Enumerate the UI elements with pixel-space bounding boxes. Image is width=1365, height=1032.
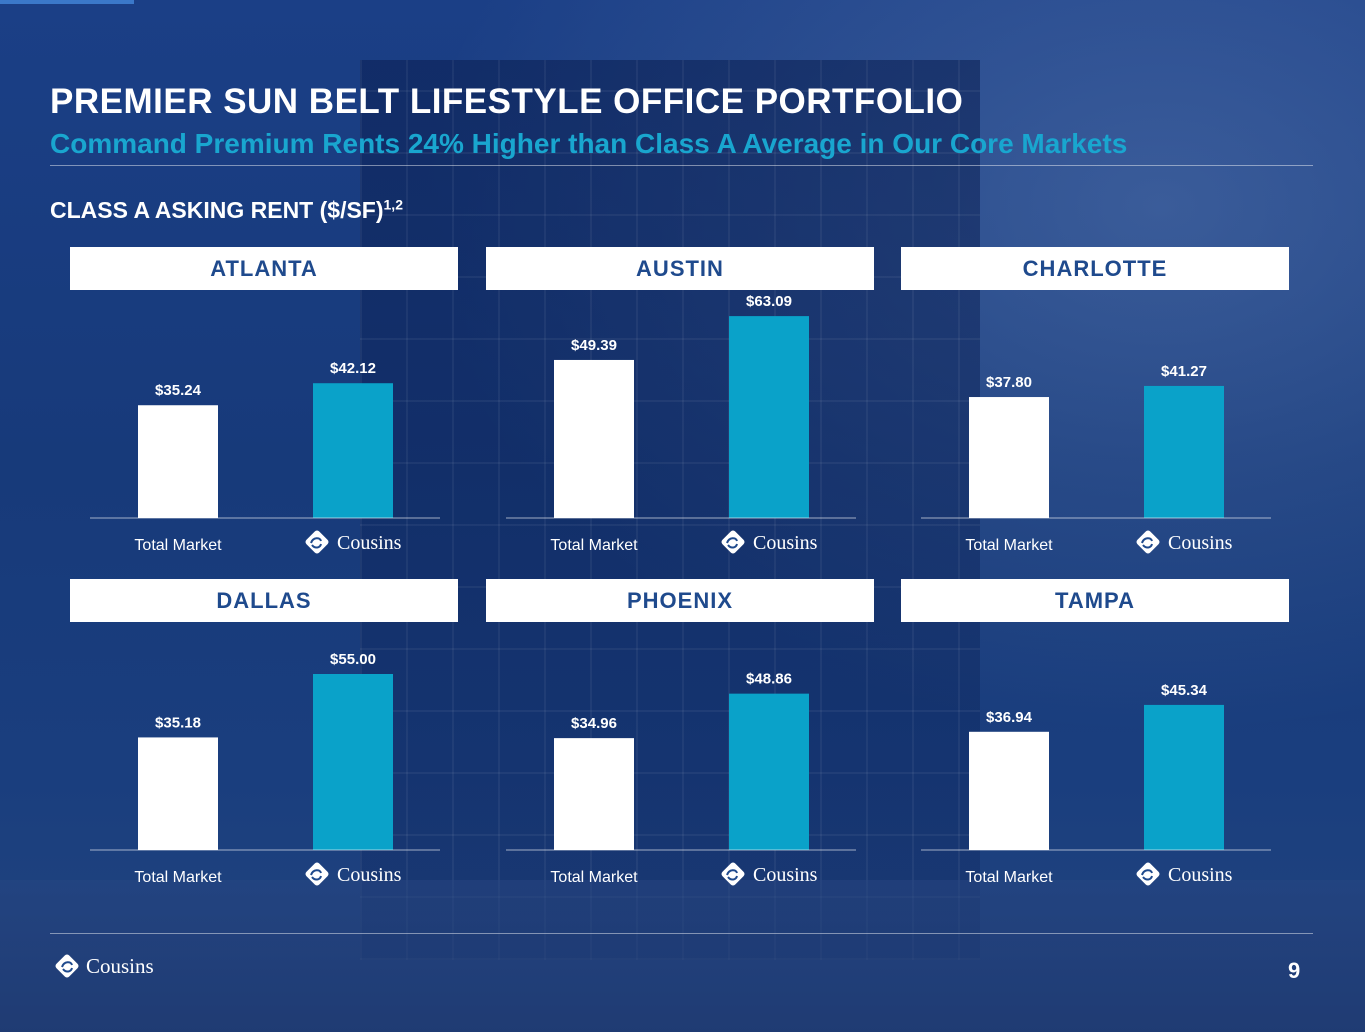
bar-value-label: $48.86	[746, 671, 792, 688]
category-label: Cousins	[1168, 864, 1233, 886]
cousins-logo-icon	[1136, 530, 1160, 554]
bar	[138, 737, 218, 850]
bar	[1144, 385, 1224, 518]
chart-title: AUSTIN	[486, 247, 874, 290]
bar-chart-tampa: $36.94 $45.34 Total Market Cousins	[921, 682, 1271, 886]
chart-panel-phoenix: PHOENIX $34.96 $48.86 Total Market Cousins	[486, 579, 876, 889]
category-label: Cousins	[337, 532, 402, 554]
bar	[313, 383, 393, 518]
bar-value-label: $35.24	[155, 382, 202, 399]
cousins-logo: Cousins	[305, 530, 402, 554]
page-subtitle: Command Premium Rents 24% Higher than Cl…	[50, 128, 1128, 159]
bar-value-label: $45.34	[1161, 682, 1208, 699]
cousins-logo-mark	[310, 537, 322, 549]
category-label: Cousins	[753, 864, 818, 886]
cousins-logo: Cousins	[721, 530, 818, 554]
bar-value-label: $36.94	[986, 709, 1033, 726]
category-label: Total Market	[134, 869, 222, 886]
category-label: Cousins	[753, 532, 818, 554]
cousins-logo-mark	[726, 537, 738, 549]
cousins-logo-mark	[1141, 869, 1153, 881]
chart-panel-tampa: TAMPA $36.94 $45.34 Total Market Cousins	[901, 579, 1291, 889]
bar-chart-atlanta: $35.24 $42.12 Total Market Cousins	[90, 360, 440, 554]
cousins-logo: Cousins	[305, 862, 402, 886]
chart-title: ATLANTA	[70, 247, 458, 290]
section-heading-text: CLASS A ASKING RENT ($/SF)	[50, 197, 384, 223]
chart-title: DALLAS	[70, 579, 458, 622]
cousins-logo-mark	[726, 869, 738, 881]
cousins-logo-icon	[1136, 862, 1160, 886]
cousins-logo-icon	[721, 530, 745, 554]
bar-value-label: $34.96	[571, 715, 617, 732]
bar-value-label: $42.12	[330, 360, 376, 377]
category-label: Total Market	[965, 537, 1053, 554]
bar	[554, 359, 634, 518]
category-label: Total Market	[965, 869, 1053, 886]
bar-value-label: $63.09	[746, 293, 792, 310]
chart-panel-austin: AUSTIN $49.39 $63.09 Total Market Cousins	[486, 247, 876, 557]
bar	[1144, 704, 1224, 850]
bar	[729, 693, 809, 850]
category-label: Total Market	[550, 537, 638, 554]
bar	[554, 738, 634, 850]
category-label: Total Market	[550, 869, 638, 886]
background-plaza	[0, 880, 1365, 1032]
category-label: Cousins	[337, 864, 402, 886]
chart-panel-atlanta: ATLANTA $35.24 $42.12 Total Market Cousins	[70, 247, 460, 557]
bar	[729, 316, 809, 518]
cousins-logo-icon	[721, 862, 745, 886]
category-label: Total Market	[134, 537, 222, 554]
bar	[969, 397, 1049, 518]
cousins-logo-icon	[305, 862, 329, 886]
cousins-logo: Cousins	[721, 862, 818, 886]
bar-value-label: $55.00	[330, 651, 376, 668]
page-number: 9	[1288, 958, 1301, 983]
bar-value-label: $49.39	[571, 337, 617, 354]
chart-title: TAMPA	[901, 579, 1289, 622]
top-accent-bar	[0, 0, 134, 4]
category-label: Cousins	[1168, 532, 1233, 554]
bar-chart-austin: $49.39 $63.09 Total Market Cousins	[506, 293, 856, 554]
chart-panel-dallas: DALLAS $35.18 $55.00 Total Market Cousins	[70, 579, 460, 889]
bar	[138, 405, 218, 518]
cousins-logo-mark	[1141, 537, 1153, 549]
bar-value-label: $37.80	[986, 374, 1032, 391]
bar-value-label: $35.18	[155, 714, 201, 731]
page-title: PREMIER SUN BELT LIFESTYLE OFFICE PORTFO…	[50, 82, 964, 121]
bar	[969, 731, 1049, 850]
footer-logo-text: Cousins	[86, 953, 154, 978]
bar-value-label: $41.27	[1161, 363, 1207, 380]
cousins-logo-mark	[310, 869, 322, 881]
cousins-logo-icon	[55, 954, 79, 978]
bar-chart-dallas: $35.18 $55.00 Total Market Cousins	[90, 651, 440, 886]
cousins-logo: Cousins	[1136, 862, 1233, 886]
bar	[313, 674, 393, 850]
footer-divider	[50, 933, 1313, 934]
footer-logo: Cousins	[54, 953, 154, 979]
bar-chart-phoenix: $34.96 $48.86 Total Market Cousins	[506, 671, 856, 886]
chart-title: PHOENIX	[486, 579, 874, 622]
chart-panel-charlotte: CHARLOTTE $37.80 $41.27 Total Market Cousin…	[901, 247, 1291, 557]
cousins-logo-icon	[305, 530, 329, 554]
bar-chart-charlotte: $37.80 $41.27 Total Market Cousins	[921, 363, 1271, 554]
cousins-logo: Cousins	[1136, 530, 1233, 554]
section-heading-footnote: 1,2	[383, 196, 403, 213]
section-heading: CLASS A ASKING RENT ($/SF)1,2	[50, 197, 403, 224]
header-divider	[50, 165, 1313, 166]
chart-title: CHARLOTTE	[901, 247, 1289, 290]
